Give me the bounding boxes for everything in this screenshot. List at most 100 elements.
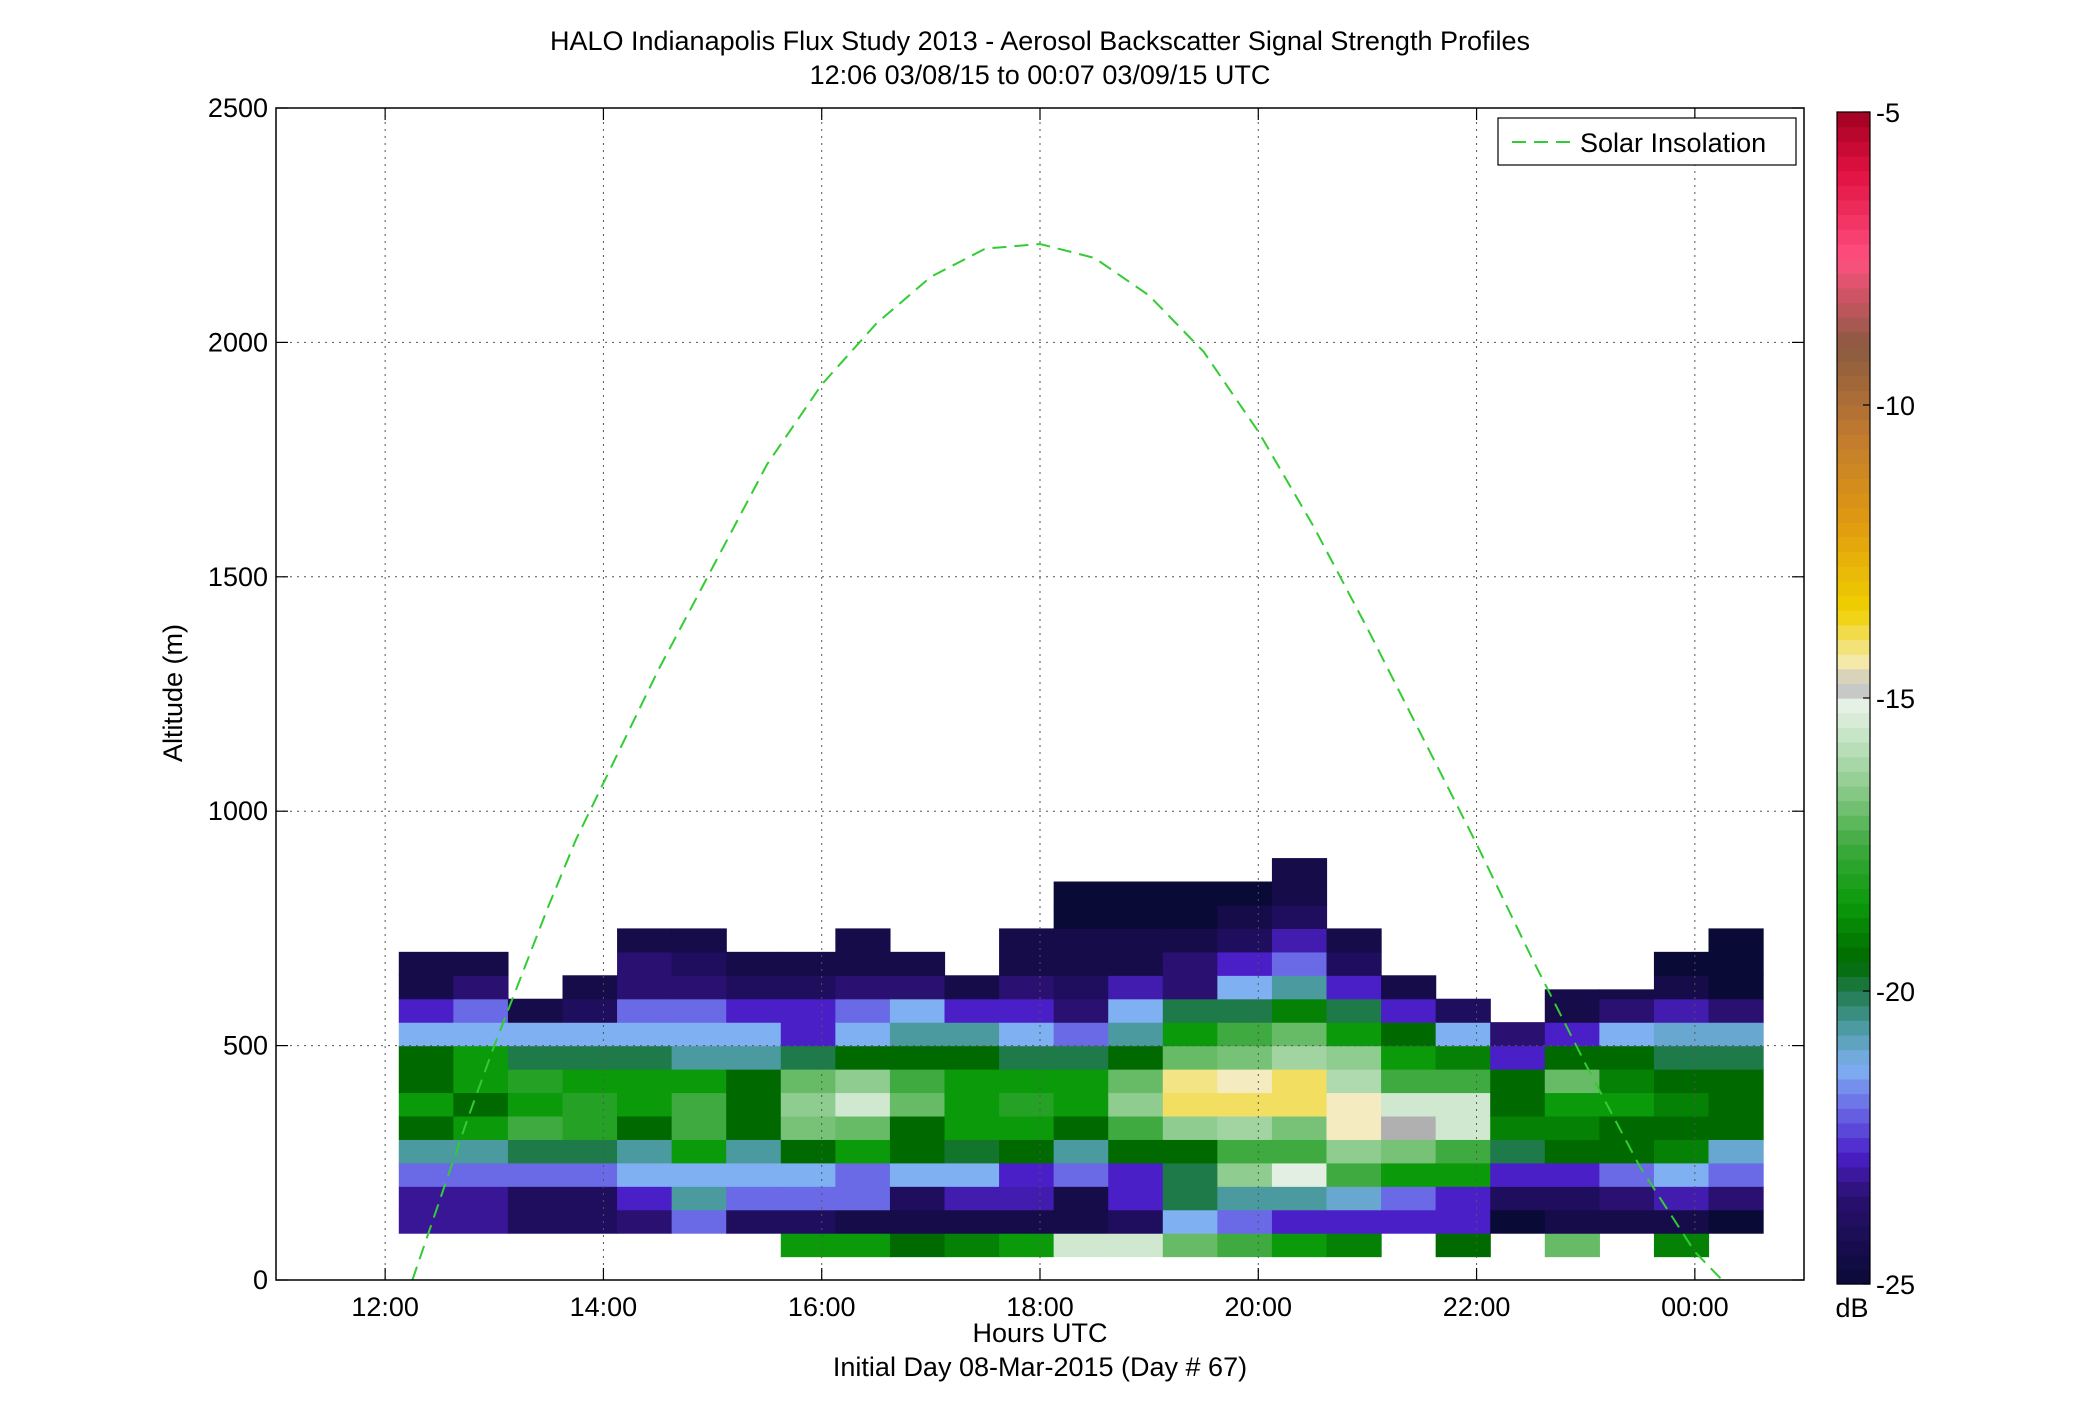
heatmap-cell (1708, 1045, 1764, 1070)
heatmap-cell (1381, 1186, 1437, 1211)
heatmap-cell (1708, 1139, 1764, 1164)
heatmap-cell (453, 1092, 509, 1117)
heatmap-cell (1053, 1209, 1109, 1234)
colorbar-segment (1837, 1049, 1870, 1065)
heatmap-cell (1653, 1069, 1710, 1094)
heatmap-cell (1271, 904, 1328, 929)
heatmap-cell (1544, 1233, 1600, 1258)
heatmap-cell (398, 1069, 454, 1094)
colorbar-segment (1837, 170, 1870, 186)
heatmap-cell (1271, 1022, 1328, 1047)
heatmap-cell (562, 998, 618, 1023)
heatmap-cell (1490, 1069, 1546, 1094)
heatmap-cell (453, 975, 509, 1000)
heatmap-cell (562, 1069, 618, 1094)
heatmap-cell (1108, 1139, 1164, 1164)
colorbar-segment (1837, 829, 1870, 846)
heatmap-cell (1053, 1022, 1109, 1047)
colorbar-tick-label: -10 (1876, 391, 1915, 421)
heatmap-cell (1653, 1022, 1710, 1047)
heatmap-cell (1544, 1069, 1600, 1094)
heatmap-cell (1217, 951, 1273, 976)
colorbar-segment (1837, 478, 1870, 494)
heatmap-cell (1053, 1069, 1109, 1094)
heatmap-cell (617, 1115, 673, 1140)
heatmap-cell (398, 975, 454, 1000)
colorbar-segment (1837, 331, 1870, 347)
heatmap-cell (1053, 1092, 1109, 1117)
heatmap-cell (398, 1139, 454, 1164)
colorbar-segment (1837, 888, 1870, 904)
heatmap-cell (889, 1162, 946, 1187)
colorbar-segment (1837, 448, 1870, 465)
heatmap-cell (617, 1209, 673, 1234)
heatmap-cell (944, 1022, 1000, 1047)
heatmap-cell (835, 1115, 891, 1140)
colorbar-segment (1837, 844, 1870, 860)
heatmap-cell (1381, 1022, 1437, 1047)
heatmap-cell (1599, 1092, 1655, 1117)
y-tick-label: 2000 (208, 327, 268, 357)
heatmap-cell (1162, 881, 1218, 906)
colorbar-tick-label: -5 (1876, 98, 1900, 128)
x-axis-label: Hours UTC (972, 1318, 1107, 1348)
heatmap-cell (726, 998, 782, 1023)
colorbar-segment (1837, 654, 1870, 670)
heatmap-cell (889, 951, 946, 976)
colorbar-segment (1837, 1225, 1870, 1241)
heatmap-cell (671, 998, 727, 1023)
heatmap-cell (835, 1022, 891, 1047)
heatmap-cell (889, 1069, 946, 1094)
colorbar-segment (1837, 492, 1870, 509)
heatmap-cell (1435, 1139, 1491, 1164)
heatmap-cell (1108, 1115, 1164, 1140)
colorbar-segment (1837, 771, 1870, 787)
heatmap-cell (453, 1209, 509, 1234)
heatmap-cell (1653, 1186, 1710, 1211)
heatmap-cell (1271, 1115, 1328, 1140)
heatmap-cell (1053, 1045, 1109, 1070)
heatmap-cell (617, 1069, 673, 1094)
heatmap-cell (1217, 1209, 1273, 1234)
colorbar-segment (1837, 273, 1870, 289)
heatmap-cell (1271, 881, 1328, 906)
heatmap-cell (1490, 1022, 1546, 1047)
heatmap-cell (1217, 998, 1273, 1023)
heatmap-cell (507, 1069, 564, 1094)
heatmap-cell (835, 975, 891, 1000)
heatmap-cell (1544, 1162, 1600, 1187)
x-tick-label: 16:00 (788, 1292, 856, 1322)
heatmap-cell (1162, 951, 1218, 976)
heatmap-cell (999, 1092, 1055, 1117)
colorbar-segment (1837, 1152, 1870, 1168)
colorbar-segment (1837, 1093, 1870, 1109)
heatmap-cell (1217, 1139, 1273, 1164)
heatmap-cell (1108, 998, 1164, 1023)
colorbar-segment (1837, 463, 1870, 479)
heatmap-cell (1108, 1186, 1164, 1211)
heatmap-cell (780, 1115, 836, 1140)
heatmap-cell (1053, 1233, 1109, 1258)
heatmap-cell (507, 998, 564, 1023)
heatmap-cell (1053, 1115, 1109, 1140)
heatmap-cell (1435, 1186, 1491, 1211)
heatmap-cell (944, 998, 1000, 1023)
heatmap-cell (1381, 975, 1437, 1000)
heatmap-cell (1326, 1022, 1382, 1047)
heatmap-cell (1108, 1233, 1164, 1258)
heatmap-cell (1271, 1045, 1328, 1070)
colorbar-segment (1837, 243, 1870, 260)
heatmap-cell (1326, 1162, 1382, 1187)
heatmap-cell (671, 1092, 727, 1117)
heatmap-cell (1490, 1186, 1546, 1211)
colorbar-segment (1837, 1196, 1870, 1212)
heatmap-cell (780, 1209, 836, 1234)
heatmap-cell (1271, 1092, 1328, 1117)
heatmap-cell (617, 1162, 673, 1187)
heatmap-cell (944, 1092, 1000, 1117)
heatmap-cell (1217, 881, 1273, 906)
y-tick-label: 2500 (208, 93, 268, 123)
heatmap-cell (1271, 1069, 1328, 1094)
heatmap-cell (671, 1022, 727, 1047)
heatmap-cell (617, 1186, 673, 1211)
